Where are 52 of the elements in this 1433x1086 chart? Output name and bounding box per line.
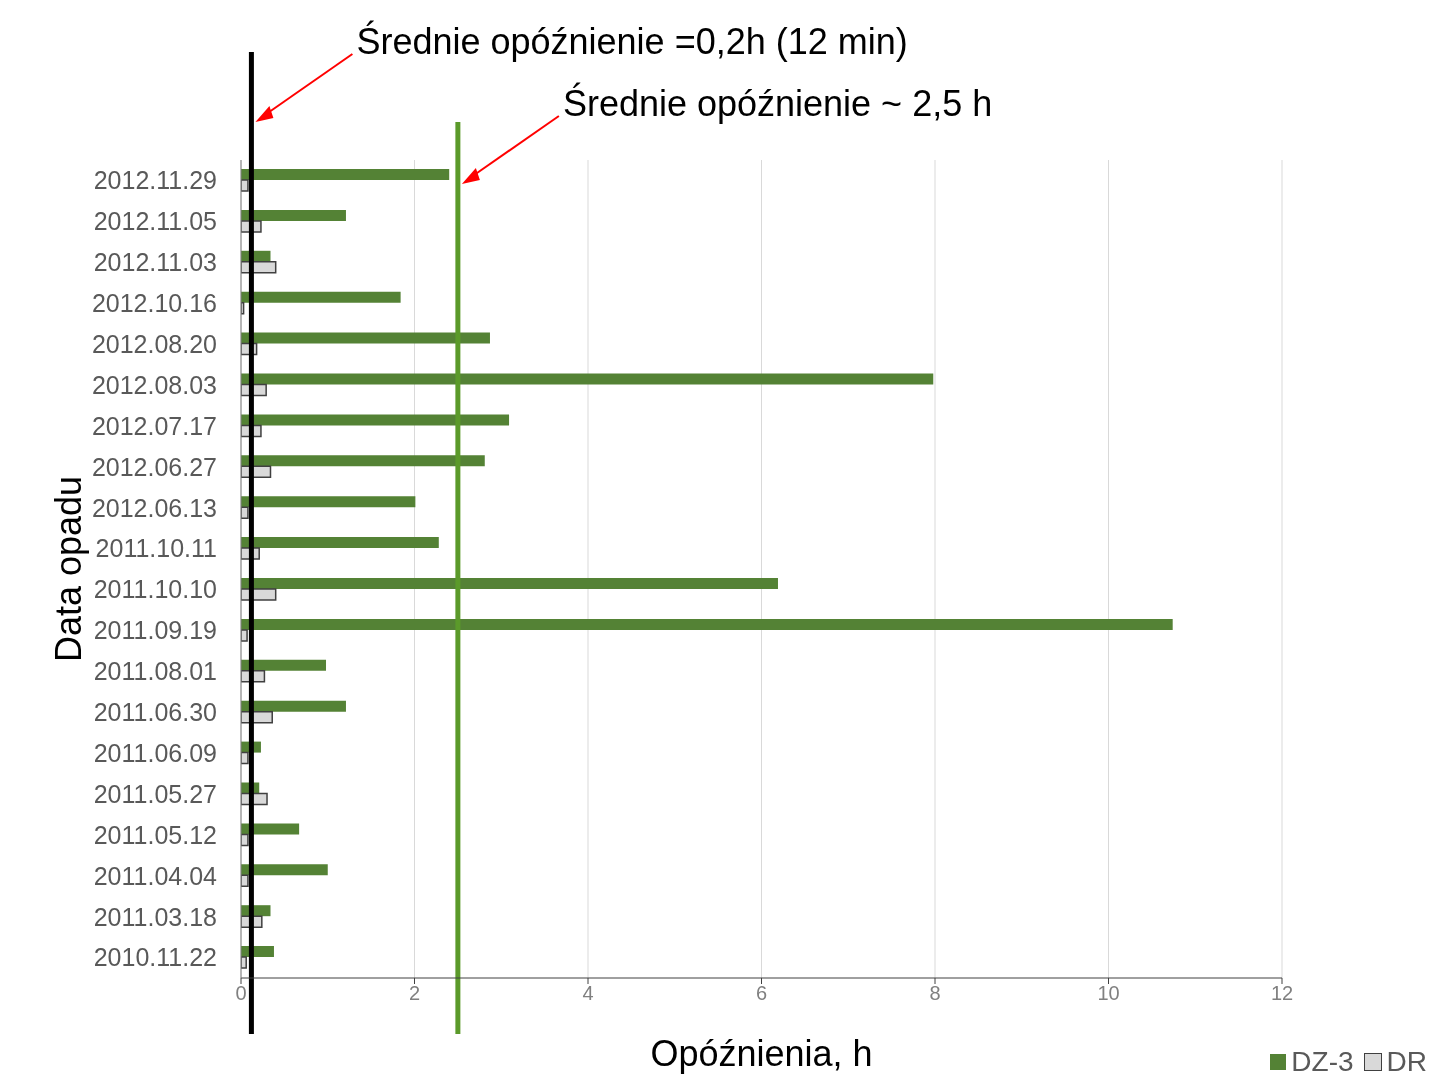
y-tick-label: 2011.10.10 <box>93 575 217 604</box>
y-tick-label: 2012.11.29 <box>93 166 217 195</box>
x-tick-label: 8 <box>929 982 941 1005</box>
y-tick-label: 2012.08.20 <box>91 329 217 358</box>
bar <box>241 496 416 508</box>
bar <box>241 455 485 467</box>
y-tick-label: 2011.09.19 <box>93 616 217 645</box>
y-tick-label: 2012.10.16 <box>91 289 217 318</box>
y-tick-label: 2011.06.30 <box>93 698 217 727</box>
y-tick-label: 2010.11.22 <box>93 943 217 972</box>
x-axis-title: Opóźnienia, h <box>650 1033 873 1074</box>
y-tick-label: 2012.08.03 <box>91 370 217 399</box>
bar <box>241 209 346 221</box>
y-tick-label: 2012.06.13 <box>91 493 217 522</box>
bar <box>241 956 247 969</box>
y-tick-label: 2011.06.09 <box>93 738 217 767</box>
x-tick-label: 10 <box>1097 982 1120 1005</box>
y-tick-label: 2012.07.17 <box>91 411 217 440</box>
bar <box>241 629 248 642</box>
bar <box>241 578 778 589</box>
x-tick-label: 2 <box>408 982 421 1005</box>
ref-line-label: Średnie opóźnienie =0,2h (12 min) <box>356 19 908 62</box>
y-tick-label: 2012.06.27 <box>91 452 217 481</box>
bar <box>241 169 450 180</box>
y-tick-label: 2012.11.05 <box>93 207 217 236</box>
bar <box>241 291 401 303</box>
bar <box>241 179 249 192</box>
bar <box>241 864 328 876</box>
y-tick-label: 2011.03.18 <box>93 902 217 931</box>
bar <box>241 414 510 426</box>
ref-line-label: Średnie opóźnienie ~ 2,5 h <box>562 81 993 124</box>
bar <box>241 373 934 385</box>
y-tick-label: 2011.10.11 <box>95 534 217 563</box>
x-tick-label: 6 <box>755 982 768 1005</box>
y-axis-title: Data opadu <box>47 475 89 663</box>
y-tick-label: 2011.08.01 <box>93 657 217 686</box>
bar <box>241 618 1173 630</box>
y-tick-label: 2011.05.27 <box>93 779 217 808</box>
bar <box>241 537 439 549</box>
x-tick-label: 4 <box>582 982 594 1005</box>
bar <box>241 823 300 835</box>
bar <box>241 659 327 671</box>
bar <box>241 700 346 712</box>
y-tick-label: 2012.11.03 <box>93 248 217 277</box>
y-tick-label: 2011.04.04 <box>93 861 218 890</box>
bar <box>241 332 490 344</box>
legend-label: DZ-3 <box>1291 1046 1354 1078</box>
x-tick-label: 0 <box>235 982 247 1005</box>
y-tick-label: 2011.05.12 <box>93 820 217 849</box>
bar <box>241 506 249 519</box>
x-tick-label: 12 <box>1270 982 1294 1005</box>
legend-label: DR <box>1386 1046 1427 1078</box>
